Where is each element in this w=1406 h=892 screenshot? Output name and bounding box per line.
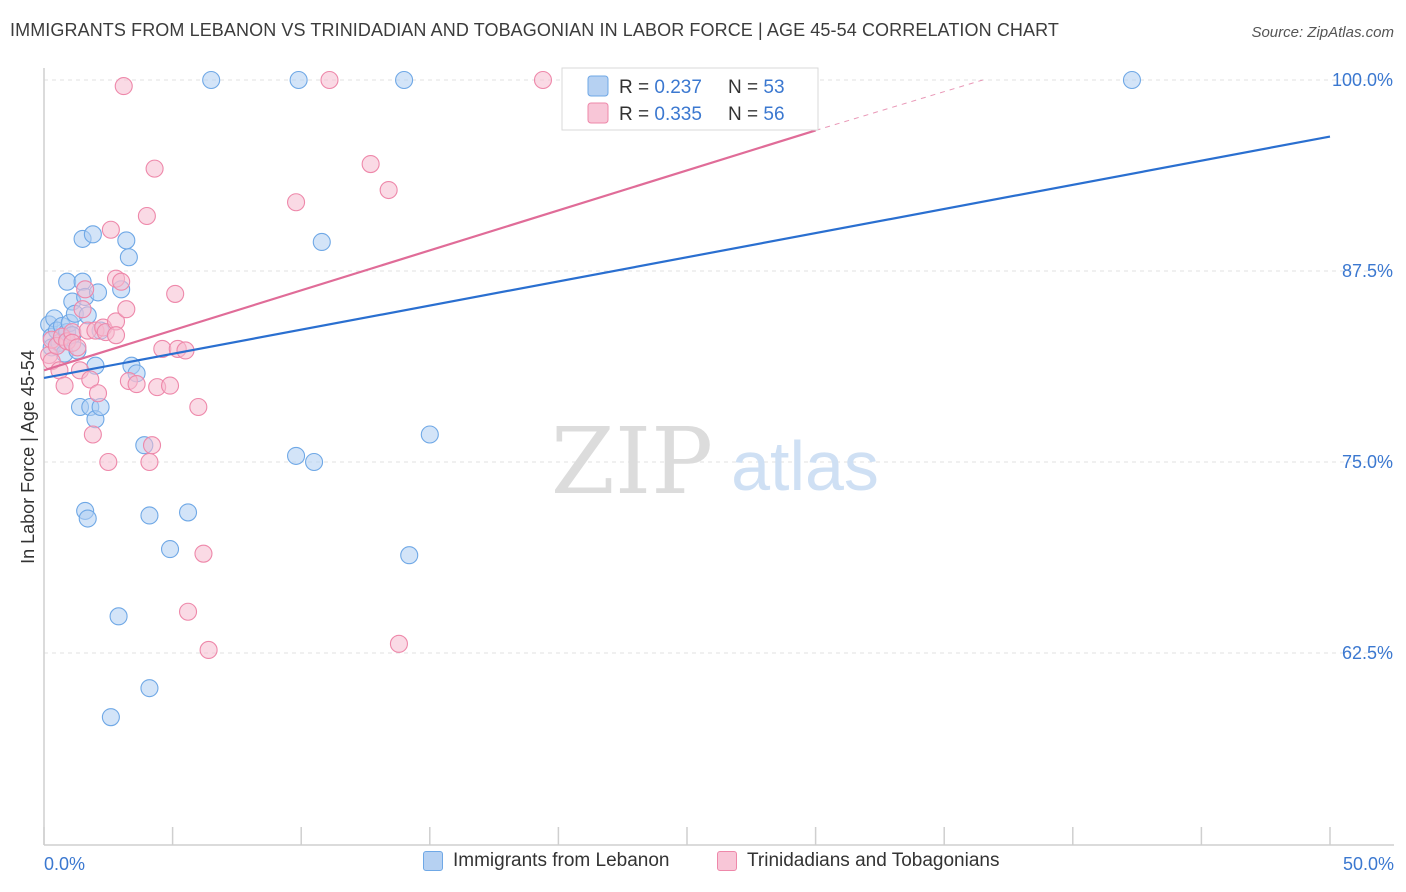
data-point — [83, 225, 102, 244]
legend-item-trinidadian[interactable]: Trinidadians and Tobagonians — [717, 850, 999, 872]
data-point — [112, 272, 131, 291]
data-point — [361, 154, 380, 174]
data-point — [101, 708, 120, 727]
x-tick-label-min: 0.0% — [44, 854, 85, 874]
legend-label: Trinidadians and Tobagonians — [747, 850, 1000, 871]
data-point — [312, 232, 331, 252]
data-point — [140, 679, 159, 698]
legend-r-value: 0.335 — [654, 104, 702, 125]
source-label: Source: ZipAtlas.com — [1251, 24, 1394, 41]
data-point — [137, 206, 156, 226]
data-point — [68, 338, 87, 357]
y-tick-label: 62.5% — [1342, 643, 1393, 663]
legend-label: Immigrants from Lebanon — [453, 850, 670, 871]
data-point — [142, 436, 162, 455]
trend-line-extension — [815, 79, 983, 131]
data-point — [145, 159, 164, 178]
legend-r-value: 0.237 — [654, 77, 702, 98]
axes — [43, 68, 1394, 846]
data-point — [202, 70, 221, 90]
y-tick-label: 75.0% — [1342, 452, 1393, 472]
data-point — [55, 376, 74, 395]
data-point — [99, 452, 118, 472]
data-point — [178, 503, 198, 522]
data-point — [83, 425, 102, 444]
data-point — [140, 452, 159, 472]
legend-bottom: Immigrants from Lebanon Trinidadians and… — [0, 850, 1406, 880]
data-point — [305, 452, 324, 472]
data-point — [287, 193, 306, 212]
data-point — [117, 300, 136, 319]
y-tick-label: 87.5% — [1342, 261, 1393, 281]
data-points — [40, 70, 1142, 727]
legend-n-label: N = 53 — [728, 77, 785, 98]
data-point — [1122, 70, 1142, 90]
data-point — [73, 300, 92, 319]
data-point — [81, 370, 100, 389]
legend-swatch-pink — [587, 102, 609, 124]
data-point — [389, 634, 408, 653]
data-point — [114, 77, 133, 96]
data-point — [400, 546, 419, 565]
data-point — [160, 540, 180, 559]
data-point — [140, 506, 159, 525]
legend-r-label: R = 0.335 — [619, 104, 702, 125]
y-axis-label: In Labor Force | Age 45-54 — [18, 350, 38, 564]
y-tick-label: 100.0% — [1332, 70, 1393, 90]
watermark-zip: ZIP — [551, 408, 713, 515]
data-point — [106, 326, 126, 345]
trend-line — [43, 135, 1331, 380]
legend-n-value: 56 — [763, 104, 784, 125]
legend-swatch-blue — [423, 851, 443, 871]
chart-title: IMMIGRANTS FROM LEBANON VS TRINIDADIAN A… — [10, 20, 1060, 40]
x-tick-label-max: 50.0% — [1343, 854, 1394, 874]
gridlines — [44, 79, 1394, 654]
watermark-atlas: atlas — [731, 427, 879, 505]
data-point — [78, 509, 97, 528]
data-point — [289, 70, 308, 90]
data-point — [119, 248, 138, 267]
data-point — [178, 602, 198, 621]
legend-n-value: 53 — [763, 77, 784, 98]
data-point — [420, 425, 439, 444]
trend-lines — [43, 79, 1331, 380]
data-point — [160, 376, 180, 395]
y-tick-labels: 62.5% 75.0% 87.5% 100.0% — [1332, 70, 1393, 663]
data-point — [533, 70, 553, 90]
data-point — [199, 640, 218, 659]
data-point — [320, 70, 339, 90]
watermark: ZIP atlas — [551, 408, 879, 515]
data-point — [88, 384, 108, 403]
legend-n-label: N = 56 — [728, 104, 785, 125]
legend-item-lebanon[interactable]: Immigrants from Lebanon — [423, 850, 670, 872]
data-point — [189, 397, 208, 417]
data-point — [127, 375, 146, 394]
legend-swatch-pink — [717, 851, 737, 871]
data-point — [58, 272, 77, 291]
trend-line — [43, 129, 816, 372]
legend-top: R = 0.237 N = 53 R = 0.335 N = 56 — [561, 67, 819, 131]
data-point — [287, 446, 306, 465]
data-point — [76, 280, 95, 299]
legend-r-label: R = 0.237 — [619, 77, 702, 98]
x-ticks — [43, 827, 1331, 845]
data-point — [109, 607, 128, 626]
data-point — [379, 180, 398, 200]
data-point — [395, 70, 414, 90]
data-point — [101, 220, 120, 239]
legend-swatch-blue — [587, 75, 609, 97]
data-point — [117, 231, 136, 250]
data-point — [166, 284, 185, 303]
data-point — [194, 544, 213, 563]
